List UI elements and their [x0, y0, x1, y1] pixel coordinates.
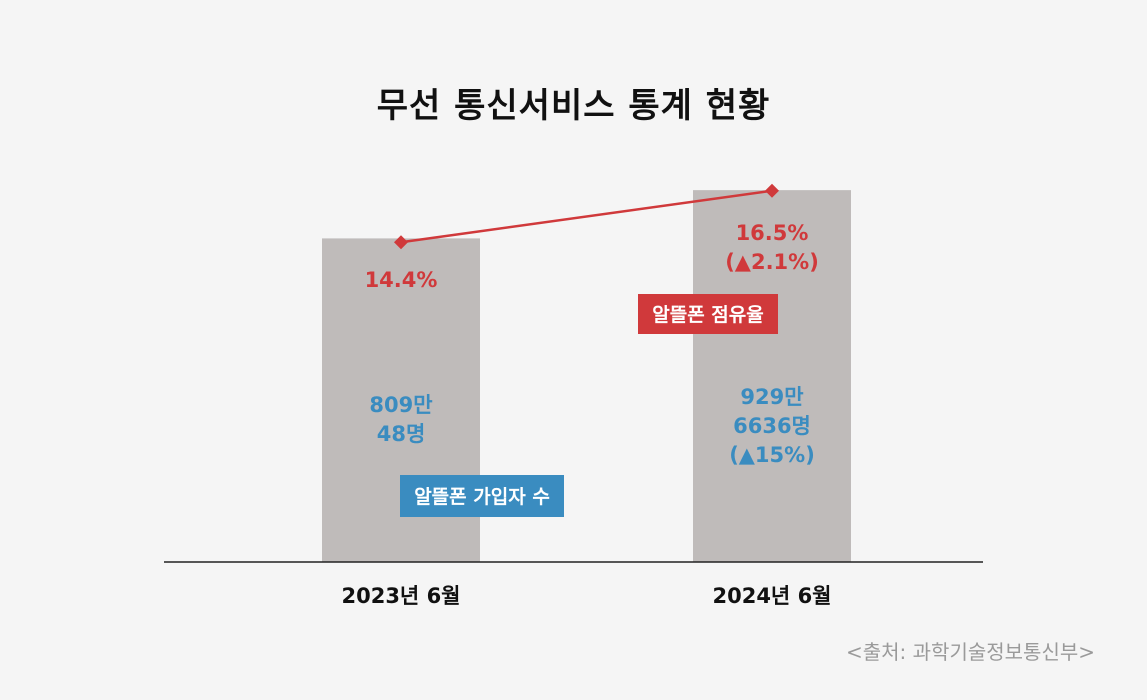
bar-value-label-2-1: 929만	[740, 385, 803, 409]
legend-subscribers-box	[400, 475, 564, 517]
chart-title: 무선 통신서비스 통계 현황	[376, 86, 771, 126]
bar-value-label-1-1: 809만	[369, 393, 432, 417]
bar-value-label-1-2: 48명	[377, 422, 426, 446]
share-value-label-2-1: 16.5%	[736, 221, 809, 245]
share-point-2	[765, 183, 779, 198]
bar-value-label-2-2: 6636명	[733, 414, 811, 438]
share-point-1	[394, 235, 408, 250]
share-value-label-2-2: (▲2.1%)	[725, 250, 819, 274]
x-tick-label-2: 2024년 6월	[712, 584, 831, 608]
x-tick-label-1: 2023년 6월	[341, 584, 460, 608]
bar-value-label-2-3: (▲15%)	[729, 443, 815, 467]
bar-2	[693, 190, 851, 562]
share-value-label-1-1: 14.4%	[365, 268, 438, 292]
legend-share-label: 알뜰폰 점유율	[652, 304, 764, 326]
legend-subscribers-label: 알뜰폰 가입자 수	[414, 486, 550, 508]
source-note: <출처: 과학기술정보통신부>	[845, 640, 1095, 664]
share-line	[400, 189, 773, 244]
legend-share-box	[638, 294, 778, 334]
